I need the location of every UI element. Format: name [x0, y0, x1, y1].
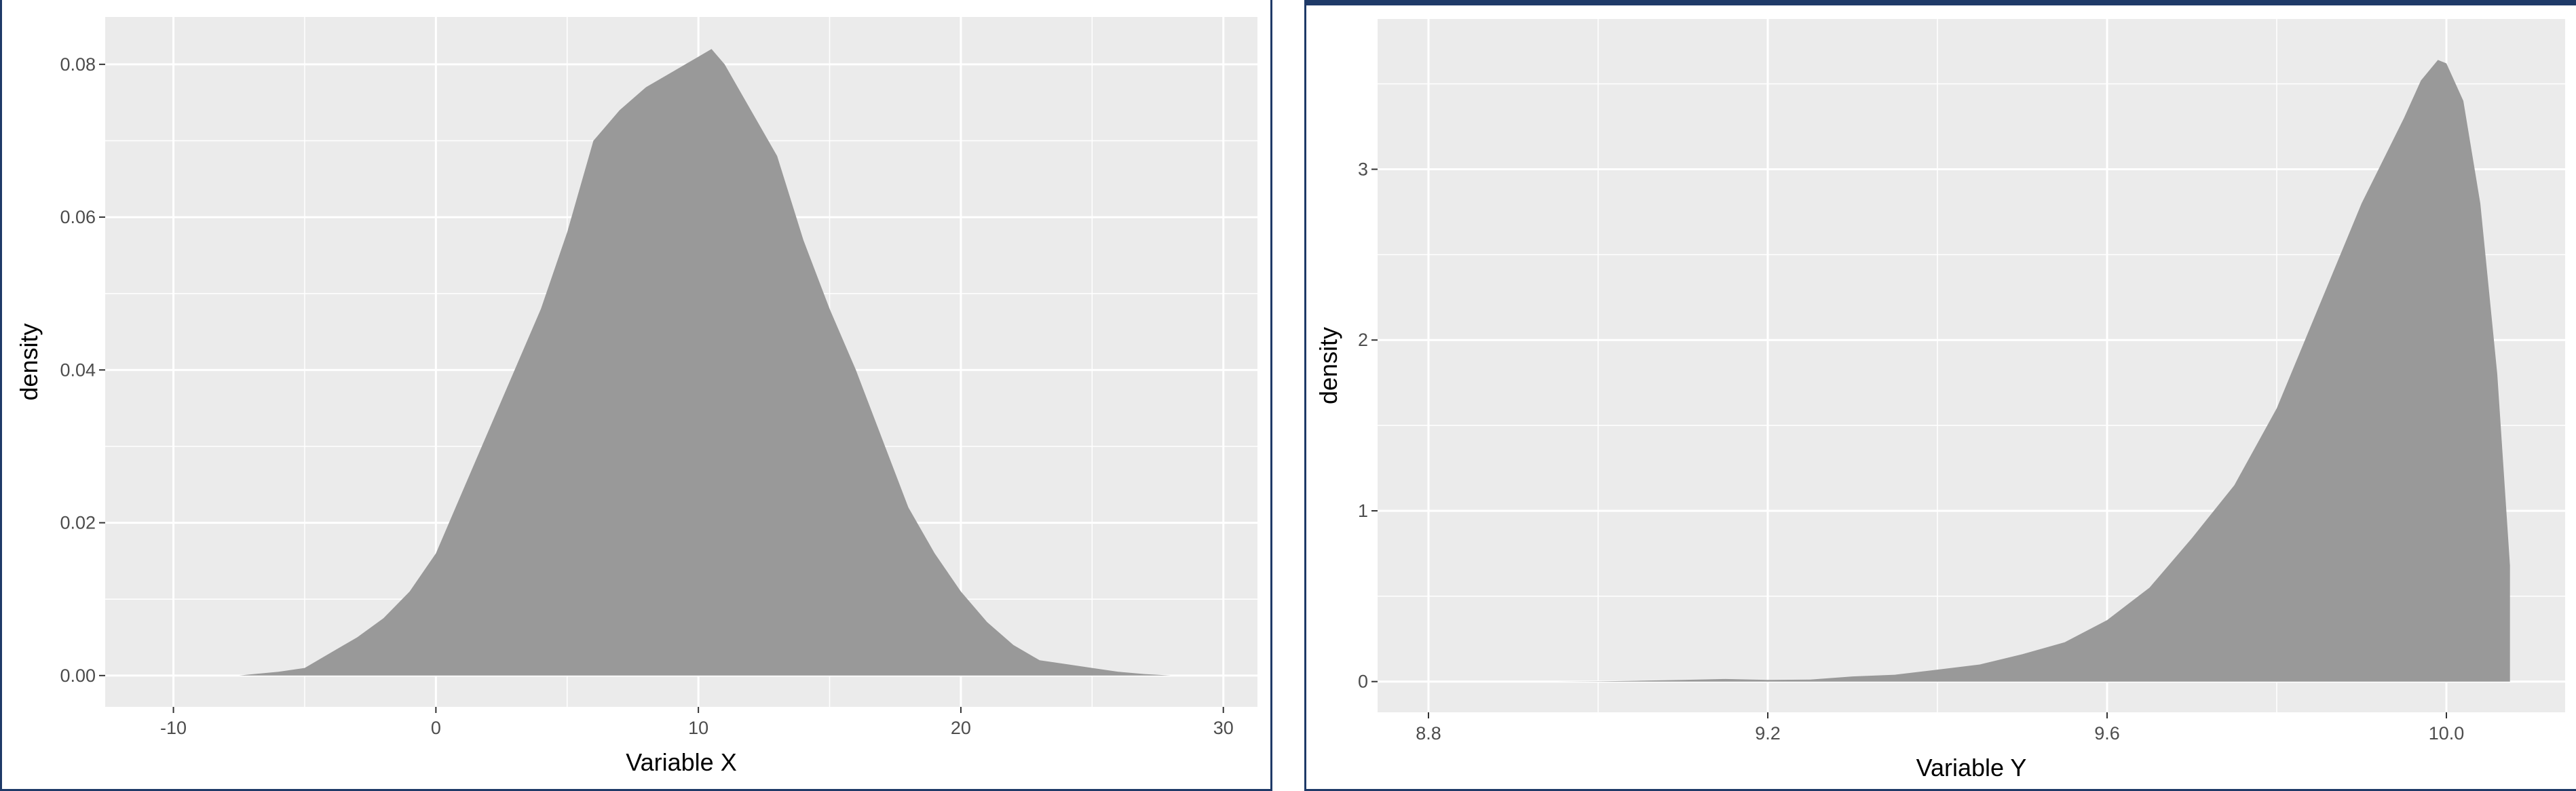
y-tick-label: 0.00 [60, 665, 96, 686]
x-axis-title: Variable X [626, 748, 736, 776]
density-plot-x: -10 0 10 20 30 0.00 0.02 0.04 0.06 0.08 Variable X… [0, 0, 1272, 791]
x-tick-label: 9.2 [1755, 723, 1781, 744]
density-area [239, 49, 1171, 676]
chart-y-svg: 8.8 9.2 9.6 10.0 0 1 2 3 Variable Y density [1314, 19, 2565, 782]
density-plot-y: 8.8 9.2 9.6 10.0 0 1 2 3 Variable Y density [1304, 0, 2576, 791]
x-tick-label: 10 [688, 718, 708, 738]
x-tick-label: 30 [1213, 718, 1234, 738]
y-tick-label: 0.06 [60, 207, 96, 227]
y-tick-label: 0 [1358, 672, 1368, 692]
y-tick-label: 2 [1358, 330, 1368, 350]
x-tick-label: 20 [951, 718, 971, 738]
y-axis-title: density [15, 323, 43, 400]
y-axis-title: density [1314, 327, 1342, 404]
y-tick-label: 0.04 [60, 360, 96, 380]
y-tick-label: 3 [1358, 159, 1368, 180]
y-tick-label: 0.02 [60, 513, 96, 533]
density-area [1555, 60, 2510, 682]
x-tick-label: 8.8 [1416, 723, 1441, 744]
x-tick-label: 10.0 [2429, 723, 2465, 744]
x-tick-label: 9.6 [2094, 723, 2120, 744]
x-tick-label: -10 [160, 718, 187, 738]
x-tick-label: 0 [431, 718, 441, 738]
chart-x-svg: -10 0 10 20 30 0.00 0.02 0.04 0.06 0.08 Variable X… [15, 17, 1257, 776]
x-axis-title: Variable Y [1916, 754, 2027, 782]
y-tick-label: 1 [1358, 501, 1368, 521]
y-tick-label: 0.08 [60, 54, 96, 75]
